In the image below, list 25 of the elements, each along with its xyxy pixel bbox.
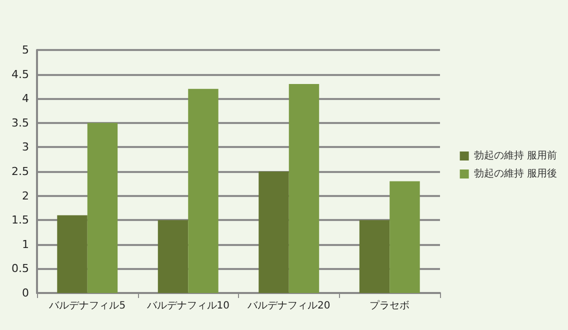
- x-tick-label: バルデナフィル20: [246, 300, 330, 312]
- y-tick-label: 0: [22, 286, 29, 300]
- bar: [188, 88, 218, 293]
- bar: [288, 84, 320, 293]
- legend-label: 勃起の維持 服用後: [474, 168, 558, 180]
- y-tick-label: 5: [22, 44, 29, 56]
- y-tick-label: 0.5: [12, 262, 29, 276]
- x-tick-label: バルデナフィル10: [146, 300, 230, 312]
- bar: [359, 220, 390, 293]
- x-tick-label: バルデナフィル5: [48, 300, 126, 312]
- y-tick-label: 4: [22, 92, 29, 106]
- bar: [258, 172, 289, 293]
- bar: [57, 215, 88, 293]
- y-tick-label: 1: [22, 238, 29, 251]
- y-tick-label: 3: [22, 140, 29, 154]
- bar: [390, 181, 420, 293]
- bar: [158, 220, 188, 293]
- x-tick-label: プラセボ: [370, 300, 410, 312]
- y-tick-label: 1.5: [12, 214, 29, 227]
- y-tick-label: 2: [22, 189, 29, 202]
- legend-label: 勃起の維持 服用前: [474, 150, 558, 162]
- bar: [87, 122, 118, 293]
- y-tick-label: 4.5: [12, 68, 29, 81]
- y-tick-label: 2.5: [12, 165, 29, 178]
- y-tick-label: 3.5: [12, 116, 29, 130]
